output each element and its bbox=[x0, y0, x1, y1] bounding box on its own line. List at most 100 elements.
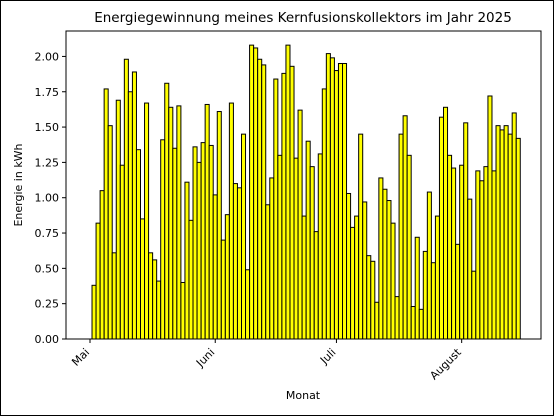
bar bbox=[111, 252, 117, 340]
bar bbox=[329, 57, 335, 340]
bar bbox=[479, 180, 485, 340]
bar bbox=[107, 125, 113, 340]
bar bbox=[507, 133, 513, 340]
bar bbox=[402, 115, 408, 340]
bar bbox=[370, 260, 376, 340]
bar bbox=[463, 122, 469, 340]
bar bbox=[127, 91, 133, 340]
bar bbox=[475, 170, 481, 340]
bar bbox=[362, 201, 368, 340]
bar bbox=[281, 72, 287, 340]
bar bbox=[123, 58, 129, 340]
bar bbox=[483, 166, 489, 340]
bar bbox=[184, 181, 190, 340]
y-tick-label: 0.00 bbox=[35, 333, 60, 346]
bar bbox=[346, 192, 352, 340]
bar bbox=[176, 105, 182, 340]
bar bbox=[366, 255, 372, 340]
bar bbox=[333, 70, 339, 340]
bar bbox=[358, 133, 364, 340]
bar bbox=[103, 88, 109, 340]
bar bbox=[418, 308, 424, 340]
bar bbox=[414, 236, 420, 340]
y-tick-label: 0.75 bbox=[35, 227, 60, 240]
y-axis-label: Energie in kWh bbox=[12, 143, 25, 226]
bar bbox=[438, 116, 444, 340]
bar bbox=[301, 215, 307, 340]
bar bbox=[115, 99, 121, 340]
bar bbox=[354, 215, 360, 340]
bar bbox=[188, 219, 194, 340]
x-axis-label: Monat bbox=[286, 389, 321, 402]
bar bbox=[241, 133, 247, 340]
y-tick-label: 0.50 bbox=[35, 262, 60, 275]
y-tick-label: 1.00 bbox=[35, 192, 60, 205]
bar bbox=[459, 164, 465, 340]
bar bbox=[378, 177, 384, 340]
bar bbox=[491, 170, 497, 340]
bar bbox=[293, 157, 299, 340]
bar bbox=[430, 262, 436, 340]
bar bbox=[257, 58, 263, 340]
bar bbox=[144, 102, 150, 340]
chart-title: Energiegewinnung meines Kernfusionskolle… bbox=[94, 10, 512, 26]
y-tick-label: 1.50 bbox=[35, 121, 60, 134]
bar bbox=[140, 218, 146, 340]
bar bbox=[212, 194, 218, 340]
bar bbox=[216, 111, 222, 340]
bar bbox=[382, 188, 388, 340]
bar bbox=[99, 190, 105, 340]
bar bbox=[180, 281, 186, 340]
bar bbox=[342, 62, 348, 340]
bar bbox=[426, 191, 432, 340]
bar bbox=[261, 64, 267, 340]
bar bbox=[434, 215, 440, 340]
bar bbox=[503, 125, 509, 340]
bar bbox=[337, 62, 343, 340]
bar bbox=[168, 106, 174, 340]
bar bbox=[451, 167, 457, 340]
bar bbox=[350, 226, 356, 340]
bar bbox=[487, 95, 493, 340]
bar bbox=[511, 112, 517, 340]
bar bbox=[220, 239, 226, 340]
bar bbox=[95, 222, 101, 340]
bar bbox=[156, 280, 162, 340]
bar bbox=[309, 166, 315, 340]
bar bbox=[285, 44, 291, 340]
bar bbox=[200, 142, 206, 340]
y-tick-label: 1.75 bbox=[35, 86, 60, 99]
bar bbox=[499, 129, 505, 340]
bar bbox=[160, 139, 166, 340]
bar bbox=[208, 144, 214, 340]
bar bbox=[515, 137, 521, 340]
bar bbox=[269, 177, 275, 340]
bar bbox=[164, 82, 170, 340]
bar bbox=[119, 164, 125, 340]
bar bbox=[394, 296, 400, 340]
bar bbox=[443, 106, 449, 340]
bar bbox=[289, 65, 295, 340]
plot-border bbox=[65, 30, 542, 340]
bar bbox=[91, 284, 97, 340]
bar bbox=[232, 183, 238, 340]
y-tick-label: 2.00 bbox=[35, 50, 60, 63]
bar bbox=[447, 154, 453, 340]
bar bbox=[204, 103, 210, 340]
bar bbox=[265, 204, 271, 340]
bar bbox=[325, 53, 331, 340]
bar bbox=[224, 214, 230, 340]
bar bbox=[398, 133, 404, 340]
y-tick-label: 0.25 bbox=[35, 298, 60, 311]
bar bbox=[228, 102, 234, 340]
bar bbox=[390, 222, 396, 340]
bar bbox=[495, 125, 501, 340]
bar bbox=[313, 231, 319, 340]
bar bbox=[471, 270, 477, 340]
bar bbox=[422, 250, 428, 340]
bar bbox=[172, 147, 178, 340]
bar bbox=[253, 47, 259, 340]
bar bbox=[135, 149, 142, 340]
bar bbox=[305, 140, 311, 340]
